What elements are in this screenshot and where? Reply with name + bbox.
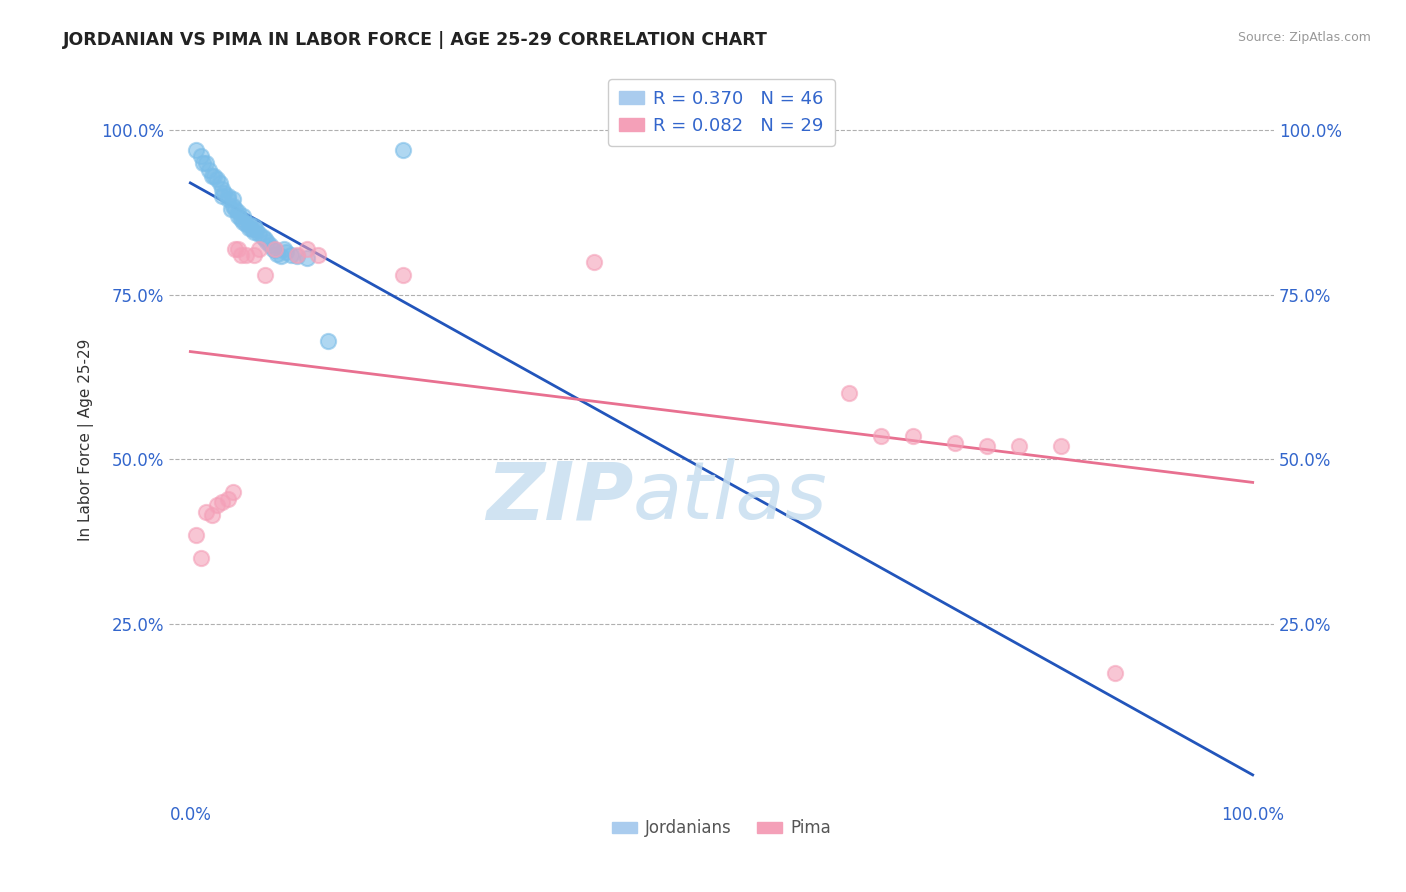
Point bbox=[262, 242, 284, 256]
Point bbox=[280, 248, 302, 262]
Text: JORDANIAN VS PIMA IN LABOR FORCE | AGE 25-29 CORRELATION CHART: JORDANIAN VS PIMA IN LABOR FORCE | AGE 2… bbox=[63, 31, 768, 49]
Point bbox=[231, 248, 253, 262]
Point bbox=[238, 220, 260, 235]
Point bbox=[200, 508, 222, 523]
Point bbox=[217, 192, 239, 206]
Point bbox=[838, 386, 860, 401]
Point bbox=[901, 429, 924, 443]
Point bbox=[195, 156, 218, 170]
Point bbox=[226, 205, 249, 219]
Point bbox=[195, 505, 218, 519]
Point bbox=[232, 215, 254, 229]
Point bbox=[205, 172, 228, 186]
Point bbox=[391, 268, 413, 282]
Point bbox=[231, 211, 253, 226]
Point bbox=[226, 209, 249, 223]
Point bbox=[240, 222, 263, 236]
Point bbox=[232, 209, 254, 223]
Point bbox=[198, 162, 221, 177]
Point bbox=[222, 199, 245, 213]
Point bbox=[391, 143, 413, 157]
Point bbox=[273, 242, 295, 256]
Text: atlas: atlas bbox=[633, 458, 828, 536]
Point bbox=[1008, 439, 1031, 453]
Point bbox=[224, 242, 246, 256]
Point bbox=[582, 254, 605, 268]
Point bbox=[202, 169, 225, 184]
Point bbox=[274, 244, 297, 259]
Point bbox=[222, 192, 245, 206]
Point bbox=[270, 250, 292, 264]
Point bbox=[191, 156, 214, 170]
Point bbox=[190, 551, 212, 566]
Point bbox=[211, 182, 233, 196]
Point bbox=[285, 248, 308, 262]
Point bbox=[295, 242, 318, 256]
Point bbox=[235, 248, 257, 262]
Point bbox=[943, 435, 966, 450]
Point bbox=[247, 227, 270, 241]
Point bbox=[243, 248, 266, 262]
Point bbox=[214, 186, 236, 200]
Point bbox=[184, 528, 207, 542]
Point bbox=[264, 242, 287, 256]
Point bbox=[245, 223, 267, 237]
Point bbox=[318, 334, 340, 348]
Point bbox=[219, 202, 242, 216]
Point bbox=[243, 225, 266, 239]
Point bbox=[205, 499, 228, 513]
Point bbox=[256, 235, 278, 249]
Point bbox=[224, 202, 246, 216]
Y-axis label: In Labor Force | Age 25-29: In Labor Force | Age 25-29 bbox=[79, 338, 94, 541]
Point bbox=[259, 238, 281, 252]
Point bbox=[235, 217, 257, 231]
Point bbox=[226, 242, 249, 256]
Point bbox=[285, 250, 308, 264]
Legend: Jordanians, Pima: Jordanians, Pima bbox=[605, 813, 838, 844]
Point bbox=[1104, 666, 1126, 681]
Text: ZIP: ZIP bbox=[485, 458, 633, 536]
Point bbox=[211, 189, 233, 203]
Point bbox=[307, 248, 329, 262]
Point bbox=[252, 229, 274, 244]
Point bbox=[184, 143, 207, 157]
Point bbox=[243, 219, 266, 233]
Point bbox=[247, 242, 270, 256]
Point bbox=[222, 485, 245, 500]
Point bbox=[1050, 439, 1073, 453]
Text: Source: ZipAtlas.com: Source: ZipAtlas.com bbox=[1237, 31, 1371, 45]
Point bbox=[211, 495, 233, 509]
Point bbox=[264, 243, 287, 257]
Point bbox=[869, 429, 891, 443]
Point bbox=[253, 232, 276, 246]
Point bbox=[209, 176, 232, 190]
Point bbox=[253, 268, 276, 282]
Point bbox=[217, 189, 239, 203]
Point bbox=[976, 439, 998, 453]
Point bbox=[238, 217, 260, 231]
Point bbox=[295, 252, 318, 266]
Point bbox=[266, 247, 288, 261]
Point bbox=[200, 169, 222, 184]
Point bbox=[190, 149, 212, 163]
Point bbox=[217, 491, 239, 506]
